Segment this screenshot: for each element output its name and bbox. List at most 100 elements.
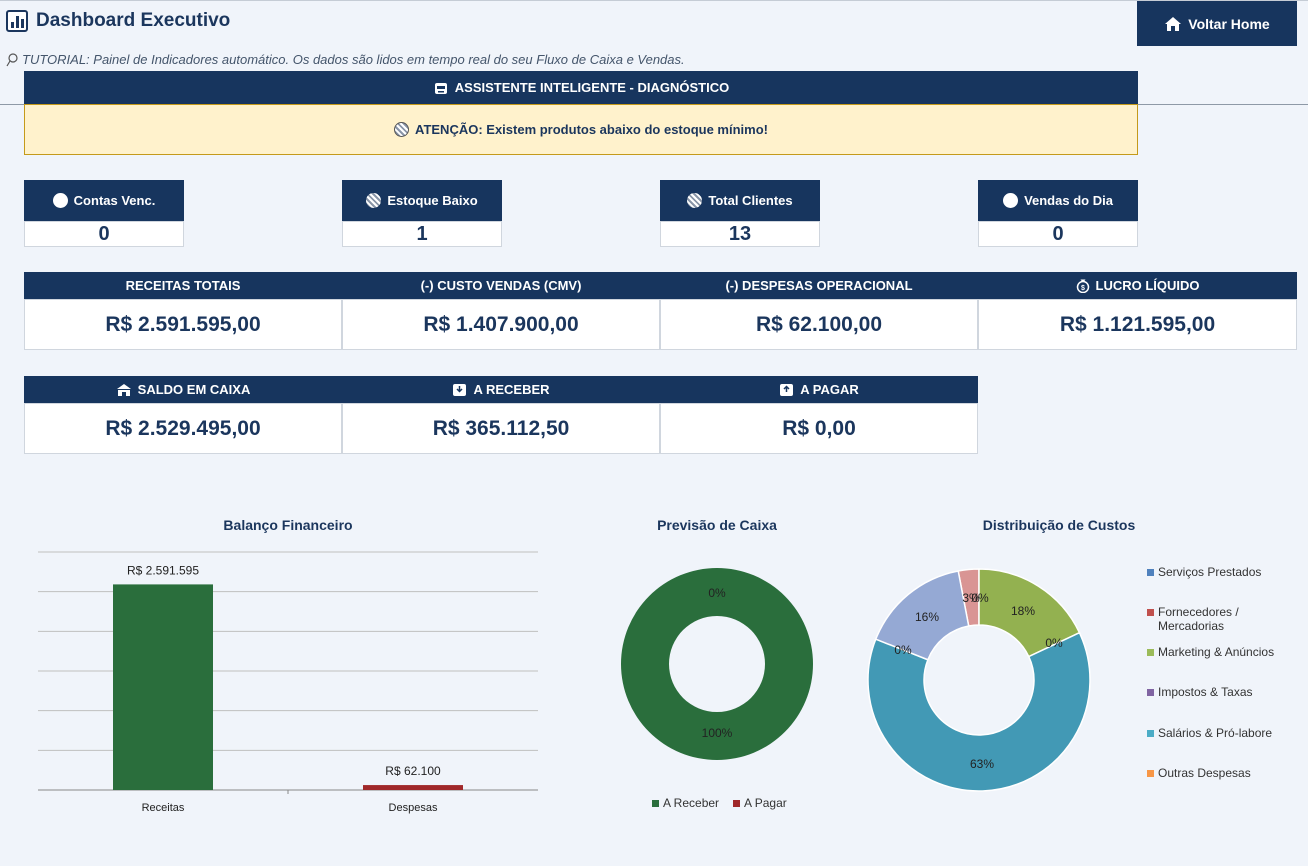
svg-text:$: $: [1081, 285, 1085, 292]
status-dot-icon: [366, 193, 382, 208]
cash-card-pagar: A PAGAR R$ 0,00: [660, 376, 978, 454]
kpi-label: Total Clientes: [708, 193, 793, 208]
bar: [363, 785, 463, 790]
legend-label: Salários & Pró-labore: [1158, 726, 1273, 740]
home-icon: [1165, 16, 1182, 31]
slice-label: 0%: [971, 591, 989, 605]
legend-label: A Pagar: [744, 796, 787, 810]
assistant-alert: ATENÇÃO: Existem produtos abaixo do esto…: [24, 104, 1138, 155]
kpi-card-contas: Contas Venc. 0: [24, 180, 184, 247]
pushpin-icon: [6, 52, 18, 66]
finance-card-despesas: (-) DESPESAS OPERACIONAL R$ 62.100,00: [660, 272, 978, 350]
legend-item: Impostos & Taxas: [1147, 685, 1297, 699]
finance-header: (-) DESPESAS OPERACIONAL: [660, 272, 978, 299]
cash-forecast-legend: A Receber A Pagar: [652, 796, 787, 810]
cost-chart-title: Distribuição de Custos: [982, 517, 1136, 533]
slice-label: 100%: [702, 726, 733, 740]
kpi-card-vendas: Vendas do Dia 0: [978, 180, 1138, 247]
home-button-label: Voltar Home: [1188, 15, 1270, 32]
slice-label: 16%: [915, 610, 939, 624]
cost-distribution-donut: 3%0%18%0%63%16%0%: [867, 568, 1091, 792]
legend-swatch: [733, 800, 741, 807]
page-title-text: Dashboard Executivo: [36, 10, 231, 31]
kpi-value: 0: [978, 221, 1138, 247]
legend-label: Fornecedores / Mercadorias: [1158, 605, 1239, 633]
warning-icon: [394, 122, 410, 137]
kpi-label: Contas Venc.: [73, 193, 156, 208]
kpi-header: Estoque Baixo: [342, 180, 502, 221]
tutorial-text: TUTORIAL: Painel de Indicadores automáti…: [6, 52, 685, 67]
legend-item: Marketing & Anúncios: [1147, 645, 1297, 659]
outbox-icon: [780, 384, 794, 396]
kpi-header: Vendas do Dia: [978, 180, 1138, 221]
legend-item: Salários & Pró-labore: [1147, 726, 1297, 740]
home-button[interactable]: Voltar Home: [1137, 1, 1297, 46]
tutorial-label: TUTORIAL: Painel de Indicadores automáti…: [22, 52, 685, 67]
cash-card-receber: A RECEBER R$ 365.112,50: [342, 376, 660, 454]
legend-swatch: [1147, 569, 1154, 576]
legend-label: Outras Despesas: [1158, 766, 1251, 780]
finance-label: LUCRO LÍQUIDO: [1095, 278, 1200, 293]
finance-value: R$ 62.100,00: [660, 299, 978, 350]
status-dot-icon: [1003, 193, 1019, 208]
page-title: Dashboard Executivo: [6, 10, 230, 32]
kpi-value: 0: [24, 221, 184, 247]
assistant-header: ASSISTENTE INTELIGENTE - DIAGNÓSTICO: [24, 71, 1138, 104]
finance-value: R$ 2.591.595,00: [24, 299, 342, 350]
cash-value: R$ 365.112,50: [342, 403, 660, 454]
kpi-header: Total Clientes: [660, 180, 820, 221]
assistant-message: ATENÇÃO: Existem produtos abaixo do esto…: [415, 122, 768, 137]
kpi-value: 1: [342, 221, 502, 247]
cash-label: A RECEBER: [473, 382, 550, 397]
slice-label: 18%: [1011, 604, 1035, 618]
cash-header: A RECEBER: [342, 376, 660, 403]
kpi-label: Vendas do Dia: [1024, 193, 1113, 208]
x-tick-label: Receitas: [142, 802, 185, 814]
status-dot-icon: [687, 193, 703, 208]
legend-item: Outras Despesas: [1147, 766, 1297, 780]
chart-icon: [6, 10, 28, 32]
cash-value: R$ 2.529.495,00: [24, 403, 342, 454]
bar-chart-title: Balanço Financeiro: [223, 517, 353, 533]
assistant-title: ASSISTENTE INTELIGENTE - DIAGNÓSTICO: [454, 80, 730, 95]
bar: [113, 584, 213, 790]
top-border: [0, 0, 1308, 1]
legend-item: A Receber: [652, 796, 719, 810]
slice-label: 3%: [962, 591, 980, 605]
donut-chart-title: Previsão de Caixa: [657, 517, 777, 533]
donut-slice: [867, 631, 1091, 792]
slice-label: 0%: [708, 586, 726, 600]
kpi-card-clientes: Total Clientes 13: [660, 180, 820, 247]
legend-swatch: [652, 800, 659, 807]
kpi-value: 13: [660, 221, 820, 247]
finance-header: (-) CUSTO VENDAS (CMV): [342, 272, 660, 299]
money-bag-icon: $: [1076, 279, 1089, 293]
slice-label: 63%: [970, 757, 994, 771]
bar-data-label: R$ 2.591.595: [127, 563, 199, 577]
legend-swatch: [1147, 649, 1154, 656]
cash-header: SALDO EM CAIXA: [24, 376, 342, 403]
donut-slice: [874, 570, 970, 661]
finance-value: R$ 1.121.595,00: [978, 299, 1297, 350]
legend-swatch: [1147, 730, 1154, 737]
cash-label: SALDO EM CAIXA: [137, 382, 251, 397]
robot-icon: [434, 82, 447, 94]
legend-label: Marketing & Anúncios: [1158, 645, 1275, 659]
cash-card-saldo: SALDO EM CAIXA R$ 2.529.495,00: [24, 376, 342, 454]
bar-data-label: R$ 62.100: [385, 764, 441, 778]
finance-value: R$ 1.407.900,00: [342, 299, 660, 350]
legend-label: Impostos & Taxas: [1158, 685, 1253, 699]
cash-label: A PAGAR: [800, 382, 859, 397]
finance-card-cmv: (-) CUSTO VENDAS (CMV) R$ 1.407.900,00: [342, 272, 660, 350]
finance-card-lucro: $ LUCRO LÍQUIDO R$ 1.121.595,00: [978, 272, 1297, 350]
legend-label: A Receber: [663, 796, 720, 810]
slice-label: 0%: [894, 643, 912, 657]
finance-header: RECEITAS TOTAIS: [24, 272, 342, 299]
slice-label: 0%: [1045, 636, 1063, 650]
legend-item: Serviços Prestados: [1147, 565, 1297, 579]
x-tick-label: Despesas: [389, 802, 438, 814]
kpi-header: Contas Venc.: [24, 180, 184, 221]
legend-item: Fornecedores / Mercadorias: [1147, 605, 1297, 633]
cash-header: A PAGAR: [660, 376, 978, 403]
inbox-icon: [453, 384, 467, 396]
